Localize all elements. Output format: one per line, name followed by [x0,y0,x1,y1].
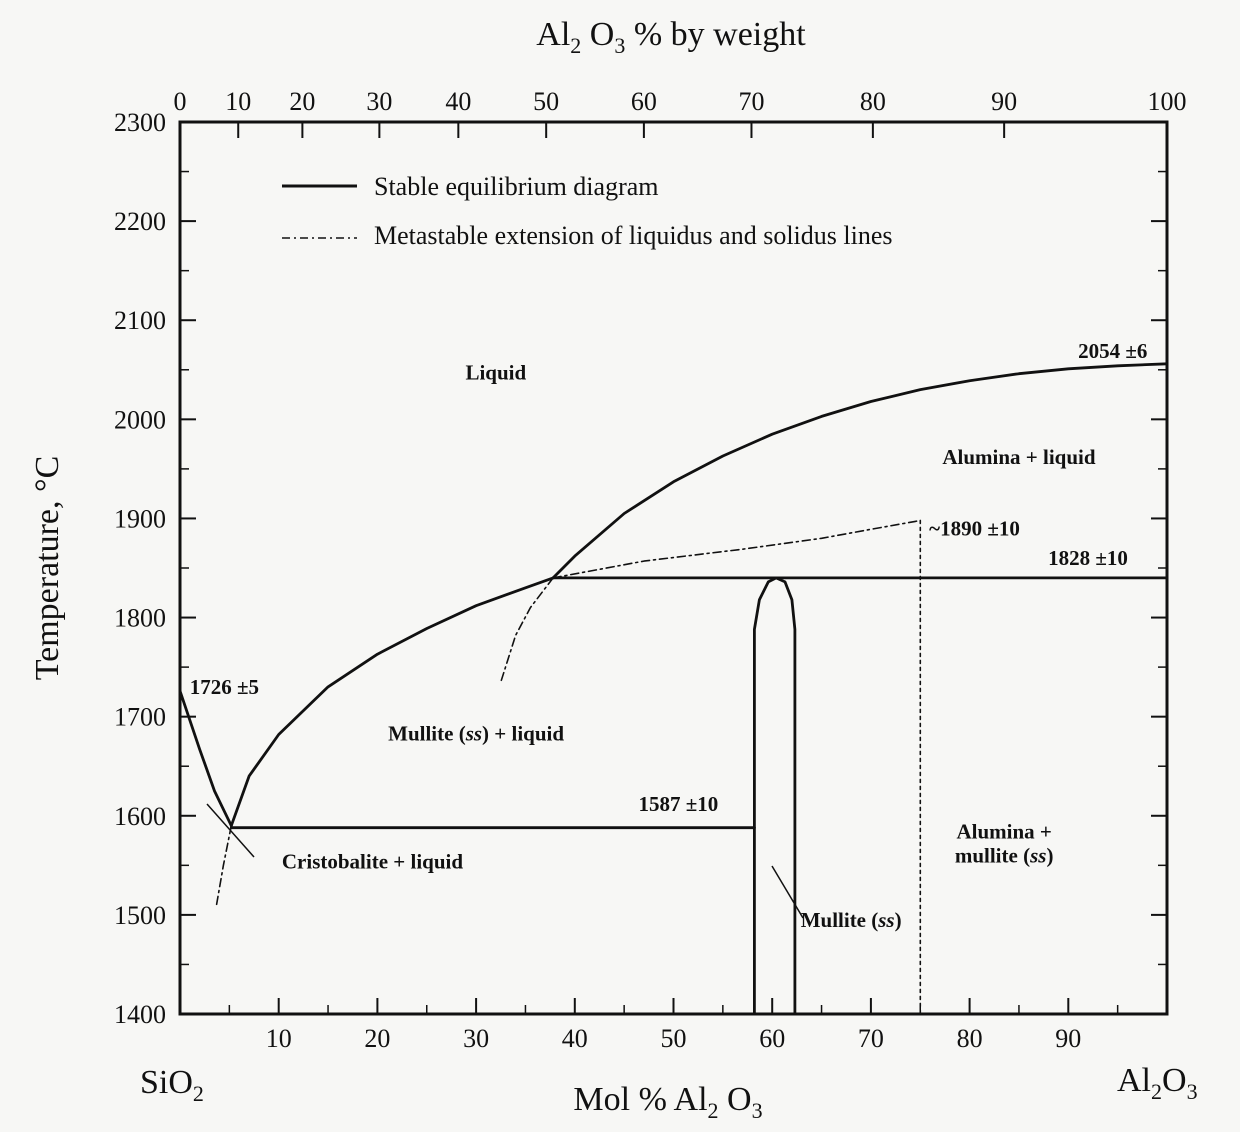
bottom-tick-label: 20 [364,1024,390,1053]
y-tick-label: 1400 [114,1000,166,1029]
bottom-axis-title-part: O [719,1081,752,1118]
top-axis-title-sub: 3 [614,33,625,58]
al2o3-end-label: Al2O3 [1117,1062,1198,1104]
region-label: Alumina + liquid [942,445,1096,469]
top-tick-label: 0 [174,87,187,116]
y-tick-label: 1800 [114,604,166,633]
mullite-ss-leader-line [771,865,804,919]
annotation-labels: 1726 ±5 1587 ±10 2054 ±6 ~1890 ±10 1828 ±10 [190,339,1148,816]
y-tick-label: 2100 [114,306,166,335]
region-label: Cristobalite + liquid [282,849,463,873]
y-tick-label: 2000 [114,405,166,434]
bottom-tick-label: 50 [661,1024,687,1053]
top-tick-label: 100 [1148,87,1187,116]
top-tick-label: 60 [631,87,657,116]
region-label-part: ) + liquid [482,721,564,745]
series-alumina-liquidus [551,362,1169,580]
annotation-label: ~1890 ±10 [929,516,1020,540]
series-metastable-cristobalite [215,824,233,906]
al2o3-end-label-sub: 3 [1187,1079,1198,1104]
y-tick-label: 1500 [114,901,166,930]
tick-labels: 1400 1500 1600 1700 1800 1900 2000 2100 2200 2300… [114,87,1187,1053]
bottom-axis-title: Mol % Al2 O3 [573,1081,762,1123]
region-label-italic: ss [877,908,894,932]
sio2-end-label: SiO2 [140,1064,204,1106]
region-label-part: mullite ( [955,843,1030,867]
sio2-end-label-part: SiO [140,1064,193,1101]
bottom-tick-label: 30 [463,1024,489,1053]
y-tick-label: 1900 [114,504,166,533]
top-tick-label: 70 [738,87,764,116]
annotation-label: 2054 ±6 [1078,339,1147,363]
region-label-part: ) [895,908,902,932]
plot-frame [178,120,1169,1016]
annotation-label: 1587 ±10 [639,792,719,816]
top-axis-title-part: Al [536,16,570,53]
top-tick-label: 20 [289,87,315,116]
annotation-label: 1828 ±10 [1048,546,1128,570]
region-label-part: Cristobalite + liquid [282,849,463,873]
al2o3-end-label-part: Al [1117,1062,1151,1099]
al2o3-end-label-part: O [1162,1062,1187,1099]
legend-label-metastable: Metastable extension of liquidus and sol… [374,221,893,250]
al2o3-end-label-sub: 2 [1151,1079,1162,1104]
y-tick-label: 2200 [114,207,166,236]
top-tick-label: 40 [445,87,471,116]
bottom-axis-title-sub: 2 [708,1098,719,1123]
legend: Stable equilibrium diagram Metastable ex… [282,172,893,250]
series-metastable-mullite-liquidus [500,577,554,683]
top-axis-title-part: % by weight [625,16,806,53]
y-axis-title: Temperature, °C [29,456,66,681]
region-label: mullite (ss) [955,843,1054,867]
bottom-tick-label: 40 [562,1024,588,1053]
y-tick-label: 1600 [114,802,166,831]
top-tick-label: 50 [533,87,559,116]
legend-label-stable: Stable equilibrium diagram [374,172,659,201]
region-label-italic: ss [465,721,482,745]
bottom-axis-title-part: Mol % Al [573,1081,707,1118]
region-label: Alumina + [956,820,1051,844]
region-label: Mullite (ss) [801,908,902,932]
y-tick-label: 1700 [114,703,166,732]
top-axis-title-part: O [581,16,614,53]
series-mullite-ss-boundary [753,576,797,1016]
region-label: Mullite (ss) + liquid [388,721,564,745]
region-label-part: Alumina + [956,820,1051,844]
bottom-tick-label: 60 [759,1024,785,1053]
bottom-tick-label: 70 [858,1024,884,1053]
series-metastable-liquidus-extension [552,519,922,579]
region-label-part: Alumina + liquid [942,445,1096,469]
bottom-tick-label: 80 [957,1024,983,1053]
bottom-tick-label: 10 [266,1024,292,1053]
region-label-italic: ss [1029,843,1046,867]
bottom-tick-label: 90 [1055,1024,1081,1053]
top-axis-title-sub: 2 [570,33,581,58]
bottom-axis-title-sub: 3 [752,1098,763,1123]
region-label-part: Mullite ( [388,721,466,745]
region-label-part: ) [1046,843,1053,867]
series-mullite-liquidus [229,576,555,828]
top-axis-title: Al2 O3 % by weight [536,16,806,58]
region-label-part: Liquid [465,361,526,385]
series-lines [178,362,1169,1016]
top-tick-label: 30 [366,87,392,116]
region-label-part: Mullite ( [801,908,879,932]
top-tick-label: 80 [860,87,886,116]
top-tick-label: 90 [991,87,1017,116]
y-tick-label: 2300 [114,108,166,137]
sio2-end-label-sub: 2 [193,1081,204,1106]
annotation-label: 1726 ±5 [190,675,259,699]
top-tick-label: 10 [225,87,251,116]
tick-marks [179,121,1168,1015]
series-sio2-liquidus [178,689,233,828]
cristobalite-leader-line [206,803,255,858]
region-label: Liquid [465,361,526,385]
